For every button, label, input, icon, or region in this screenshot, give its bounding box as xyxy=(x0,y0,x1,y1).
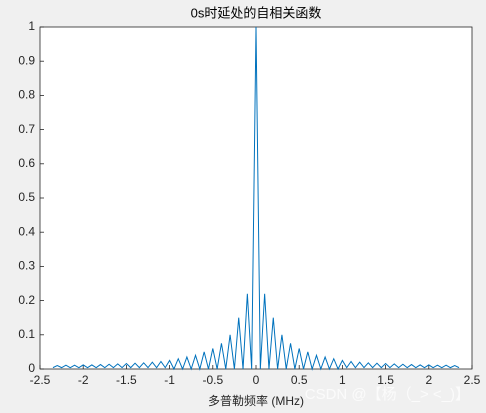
x-tick-label: -1 xyxy=(164,373,175,387)
y-tick-label: 0 xyxy=(28,361,35,375)
y-tick-label: 0.8 xyxy=(18,88,35,102)
x-tick-label: 2 xyxy=(425,373,432,387)
plot-layer: 0 0.1 0.2 0.3 0.4 0.5 0.6 0.7 0.8 0.9 1 -2.5 -2 -1.5 -… xyxy=(18,19,480,387)
y-tick-label: 0.9 xyxy=(18,53,35,67)
y-tick-label: 0.1 xyxy=(18,327,35,341)
x-tick-label: 1.5 xyxy=(377,373,394,387)
x-tick-label: -2 xyxy=(78,373,89,387)
x-tick-label: 0.5 xyxy=(291,373,308,387)
y-tick-label: 0.2 xyxy=(18,293,35,307)
x-tick-label: 1 xyxy=(339,373,346,387)
x-tick-label: -0.5 xyxy=(202,373,223,387)
x-tick-label: -2.5 xyxy=(30,373,51,387)
x-tick-label: -1.5 xyxy=(116,373,137,387)
y-tick-label: 0.7 xyxy=(18,122,35,136)
y-tick-label: 0.6 xyxy=(18,156,35,170)
y-tick-label: 1 xyxy=(28,19,35,33)
x-tick-label: 2.5 xyxy=(464,373,481,387)
x-tick-label: 0 xyxy=(253,373,260,387)
x-axis-label: 多普勒频率 (MHz) xyxy=(208,393,304,408)
y-tick-label: 0.4 xyxy=(18,224,35,238)
data-line xyxy=(52,26,460,371)
y-tick-label: 0.3 xyxy=(18,259,35,273)
chart-title: 0s时延处的自相关函数 xyxy=(191,5,322,20)
watermark: CSDN @【杨（_> <_)】 xyxy=(305,386,470,403)
y-tick-label: 0.5 xyxy=(18,190,35,204)
plot-area xyxy=(39,26,473,370)
